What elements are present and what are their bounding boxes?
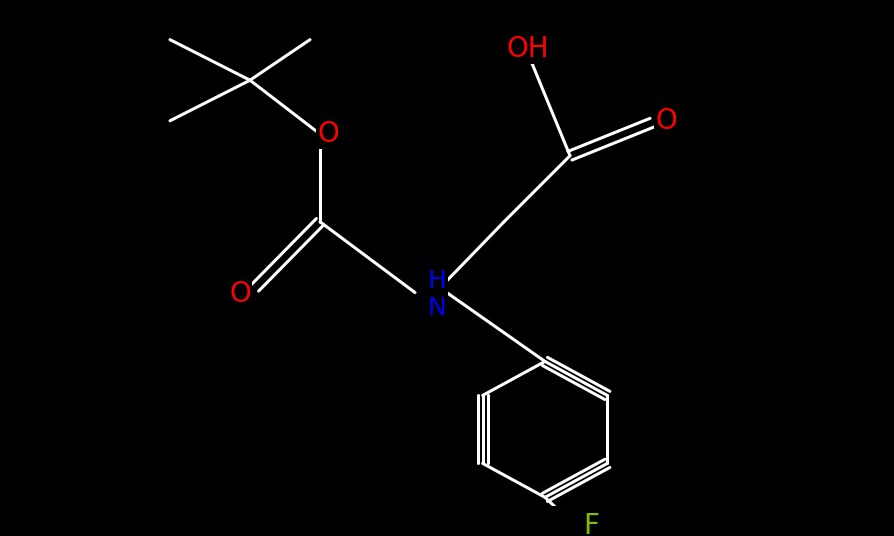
Text: O: O bbox=[229, 280, 250, 308]
Text: O: O bbox=[654, 107, 676, 135]
Text: O: O bbox=[316, 120, 339, 148]
Text: OH: OH bbox=[506, 35, 549, 63]
Text: F: F bbox=[582, 512, 598, 536]
Text: H
N: H N bbox=[427, 269, 446, 321]
